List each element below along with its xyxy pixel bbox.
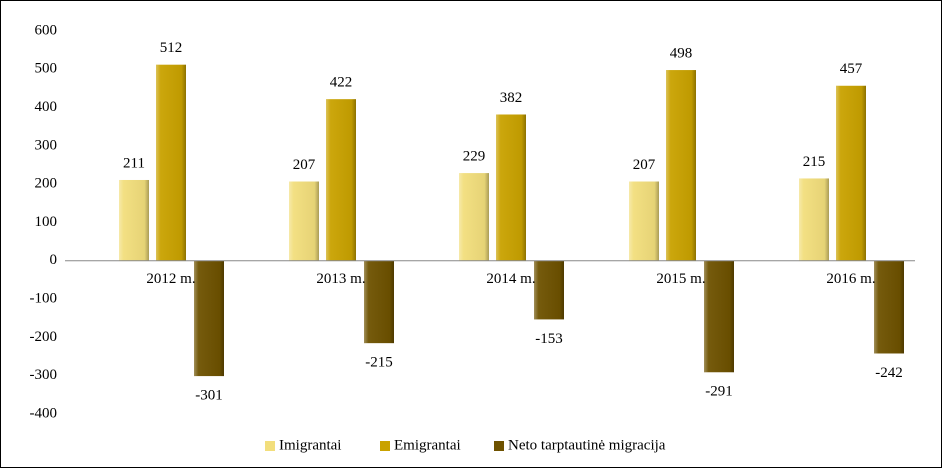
- legend-swatch: [494, 441, 504, 451]
- bar: [534, 260, 564, 320]
- bar: [799, 178, 829, 261]
- x-tick-label: 2016 m.: [826, 271, 875, 287]
- y-tick-label: 100: [35, 214, 58, 230]
- data-label: 422: [330, 75, 353, 91]
- bar: [156, 64, 186, 261]
- x-tick-label: 2013 m.: [316, 271, 365, 287]
- data-label: -242: [875, 365, 903, 381]
- data-label: 207: [633, 157, 656, 173]
- bar: [194, 260, 224, 377]
- data-label: 512: [160, 40, 183, 56]
- bar: [289, 181, 319, 261]
- bar: [326, 99, 356, 261]
- legend-label: Imigrantai: [279, 437, 341, 453]
- data-label: 457: [840, 61, 863, 77]
- legend-swatch: [380, 441, 390, 451]
- data-label: 382: [500, 90, 523, 106]
- y-tick-label: -300: [30, 367, 58, 383]
- y-tick-label: 500: [35, 61, 58, 77]
- bar: [629, 181, 659, 261]
- data-label: -291: [705, 384, 733, 400]
- y-tick-label: 300: [35, 137, 58, 153]
- y-tick-label: 600: [35, 22, 58, 38]
- y-tick-label: -200: [30, 329, 58, 345]
- x-tick-label: 2014 m.: [486, 271, 535, 287]
- y-tick-label: 0: [50, 252, 58, 268]
- data-label: 229: [463, 149, 486, 165]
- y-tick-label: 200: [35, 176, 58, 192]
- bar: [704, 260, 734, 373]
- y-tick-label: -400: [30, 405, 58, 421]
- bar: [666, 70, 696, 261]
- bar: [364, 260, 394, 344]
- bar: [459, 173, 489, 261]
- data-label: 215: [803, 154, 826, 170]
- bar: [836, 85, 866, 261]
- data-label: 211: [123, 155, 145, 171]
- data-label: -215: [365, 355, 393, 371]
- legend-label: Emigrantai: [394, 437, 461, 453]
- data-label: -301: [195, 388, 223, 404]
- bar: [496, 114, 526, 261]
- x-tick-label: 2012 m.: [146, 271, 195, 287]
- data-label: -153: [535, 331, 563, 347]
- data-label: 498: [670, 46, 693, 62]
- y-tick-label: -100: [30, 291, 58, 307]
- y-tick-label: 400: [35, 99, 58, 115]
- legend-swatch: [265, 441, 275, 451]
- bar: [874, 260, 904, 354]
- x-tick-label: 2015 m.: [656, 271, 705, 287]
- legend-label: Neto tarptautinė migracija: [508, 437, 666, 453]
- bar: [119, 179, 149, 261]
- data-label: 207: [293, 157, 316, 173]
